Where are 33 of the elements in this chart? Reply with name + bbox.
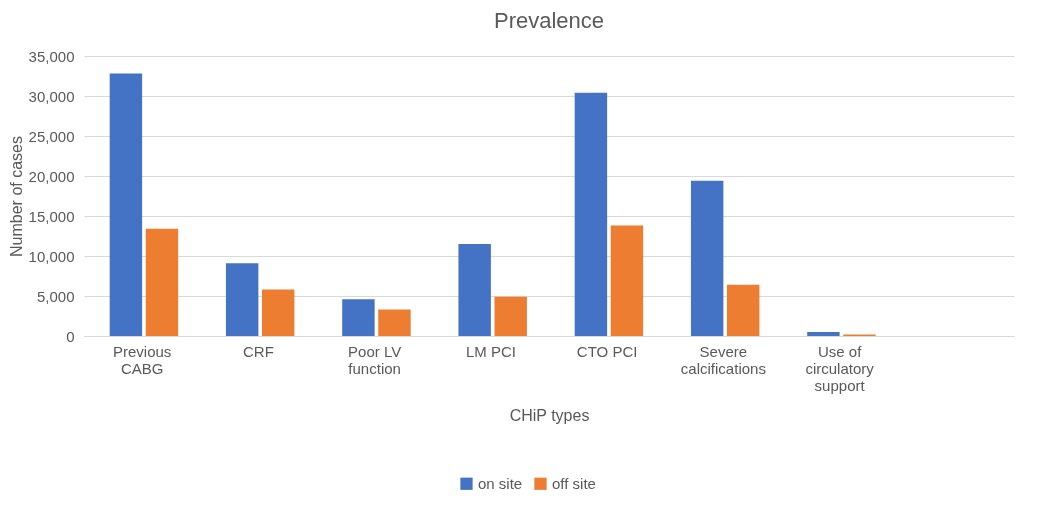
- y-tick-label: 25,000: [28, 127, 75, 145]
- bar: [458, 244, 491, 336]
- bar: [109, 73, 143, 336]
- y-tick-label: 15,000: [28, 207, 75, 225]
- bar: [494, 296, 527, 336]
- y-axis-title: Number of cases: [7, 136, 25, 257]
- y-tick-label: 0: [66, 327, 75, 345]
- x-axis-title: CHiP types: [509, 406, 590, 424]
- x-tick-label: Severe calcifications: [680, 342, 766, 377]
- bar: [610, 225, 644, 336]
- x-tick-label: LM PCI: [465, 342, 516, 360]
- bar: [261, 289, 295, 336]
- y-tick-label: 35,000: [28, 47, 75, 65]
- bar: [225, 263, 259, 336]
- legend-label: off site: [552, 474, 596, 492]
- chart-title: Prevalence: [493, 8, 605, 33]
- bar: [574, 92, 608, 336]
- bar: [690, 180, 724, 336]
- x-tick-label: CRF: [242, 342, 274, 360]
- x-tick-label: Use of circulatory support: [805, 342, 875, 394]
- bar: [726, 284, 760, 336]
- x-tick-label: CTO PCI: [576, 342, 638, 360]
- bar: [807, 332, 840, 336]
- y-tick-label: 5,000: [36, 287, 75, 305]
- y-tick-label: 30,000: [28, 87, 75, 105]
- y-tick-label: 20,000: [28, 167, 75, 185]
- bar: [378, 309, 411, 336]
- x-tick-label: Poor LV function: [348, 342, 402, 377]
- legend-label: on site: [478, 474, 523, 492]
- x-tick-label: Previous CABG: [112, 342, 172, 377]
- bar: [342, 299, 375, 336]
- y-tick-label: 10,000: [28, 247, 75, 265]
- bar: [145, 228, 179, 336]
